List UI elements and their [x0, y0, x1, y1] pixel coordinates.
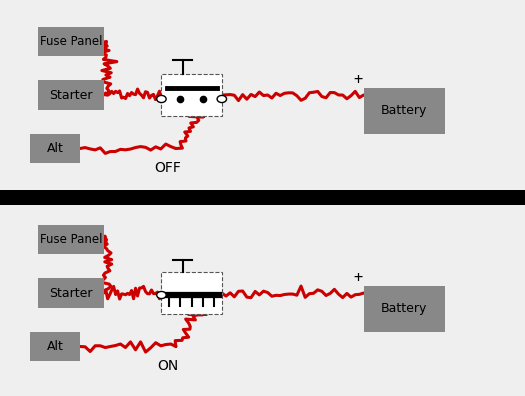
Text: +: +	[354, 72, 363, 87]
Text: Alt: Alt	[47, 142, 64, 155]
Text: Fuse Panel: Fuse Panel	[39, 233, 102, 246]
Bar	[38, 27, 104, 56]
Bar	[38, 80, 104, 110]
Text: ON: ON	[158, 359, 179, 373]
Bar	[162, 272, 222, 314]
Bar	[0, 190, 525, 205]
Bar	[162, 74, 222, 116]
Bar	[30, 134, 80, 163]
Text: Alt: Alt	[47, 340, 64, 353]
Bar	[30, 332, 80, 361]
Circle shape	[217, 95, 227, 103]
Bar	[363, 286, 445, 331]
Text: Battery: Battery	[381, 303, 427, 315]
Text: Starter: Starter	[49, 287, 92, 299]
Circle shape	[156, 291, 166, 299]
Text: Battery: Battery	[381, 105, 427, 117]
Bar	[363, 88, 445, 134]
Text: Fuse Panel: Fuse Panel	[39, 35, 102, 48]
Bar	[38, 225, 104, 254]
Text: Starter: Starter	[49, 89, 92, 101]
Text: +: +	[354, 270, 363, 285]
Circle shape	[156, 95, 166, 103]
Bar	[38, 278, 104, 308]
Text: OFF: OFF	[154, 161, 182, 175]
